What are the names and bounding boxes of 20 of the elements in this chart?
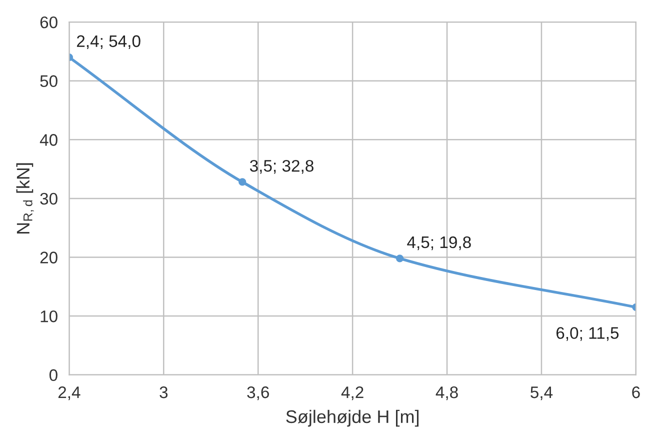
- y-tick-label: 10: [40, 310, 58, 322]
- y-tick-label: 50: [40, 75, 58, 88]
- annotation: 3,5; 32,8: [250, 160, 314, 174]
- y-tick-label: 20: [40, 252, 58, 264]
- x-axis-title: Søjlehøjde H [m]: [286, 410, 419, 427]
- x-tick-label: 4,8: [436, 386, 458, 400]
- annotation: 4,5; 19,8: [407, 236, 471, 250]
- y-axis-title: N$_{R,d}$ [kN]: [16, 163, 34, 234]
- x-tick-label: 5,4: [530, 386, 553, 400]
- y-tick-label: 0: [49, 369, 58, 382]
- annotation: 2,4; 54,0: [76, 35, 140, 50]
- y-tick-label: 30: [40, 192, 58, 205]
- annotation: 6,0; 11,5: [556, 327, 619, 341]
- x-tick-label: 3,6: [247, 386, 269, 400]
- x-tick-label: 3: [160, 386, 168, 398]
- y-tick-label: 60: [40, 16, 58, 28]
- x-tick-label: 2,4: [58, 386, 80, 400]
- x-tick-label: 6: [632, 386, 640, 398]
- y-tick-label: 40: [40, 134, 58, 146]
- x-tick-label: 4,2: [341, 386, 364, 400]
